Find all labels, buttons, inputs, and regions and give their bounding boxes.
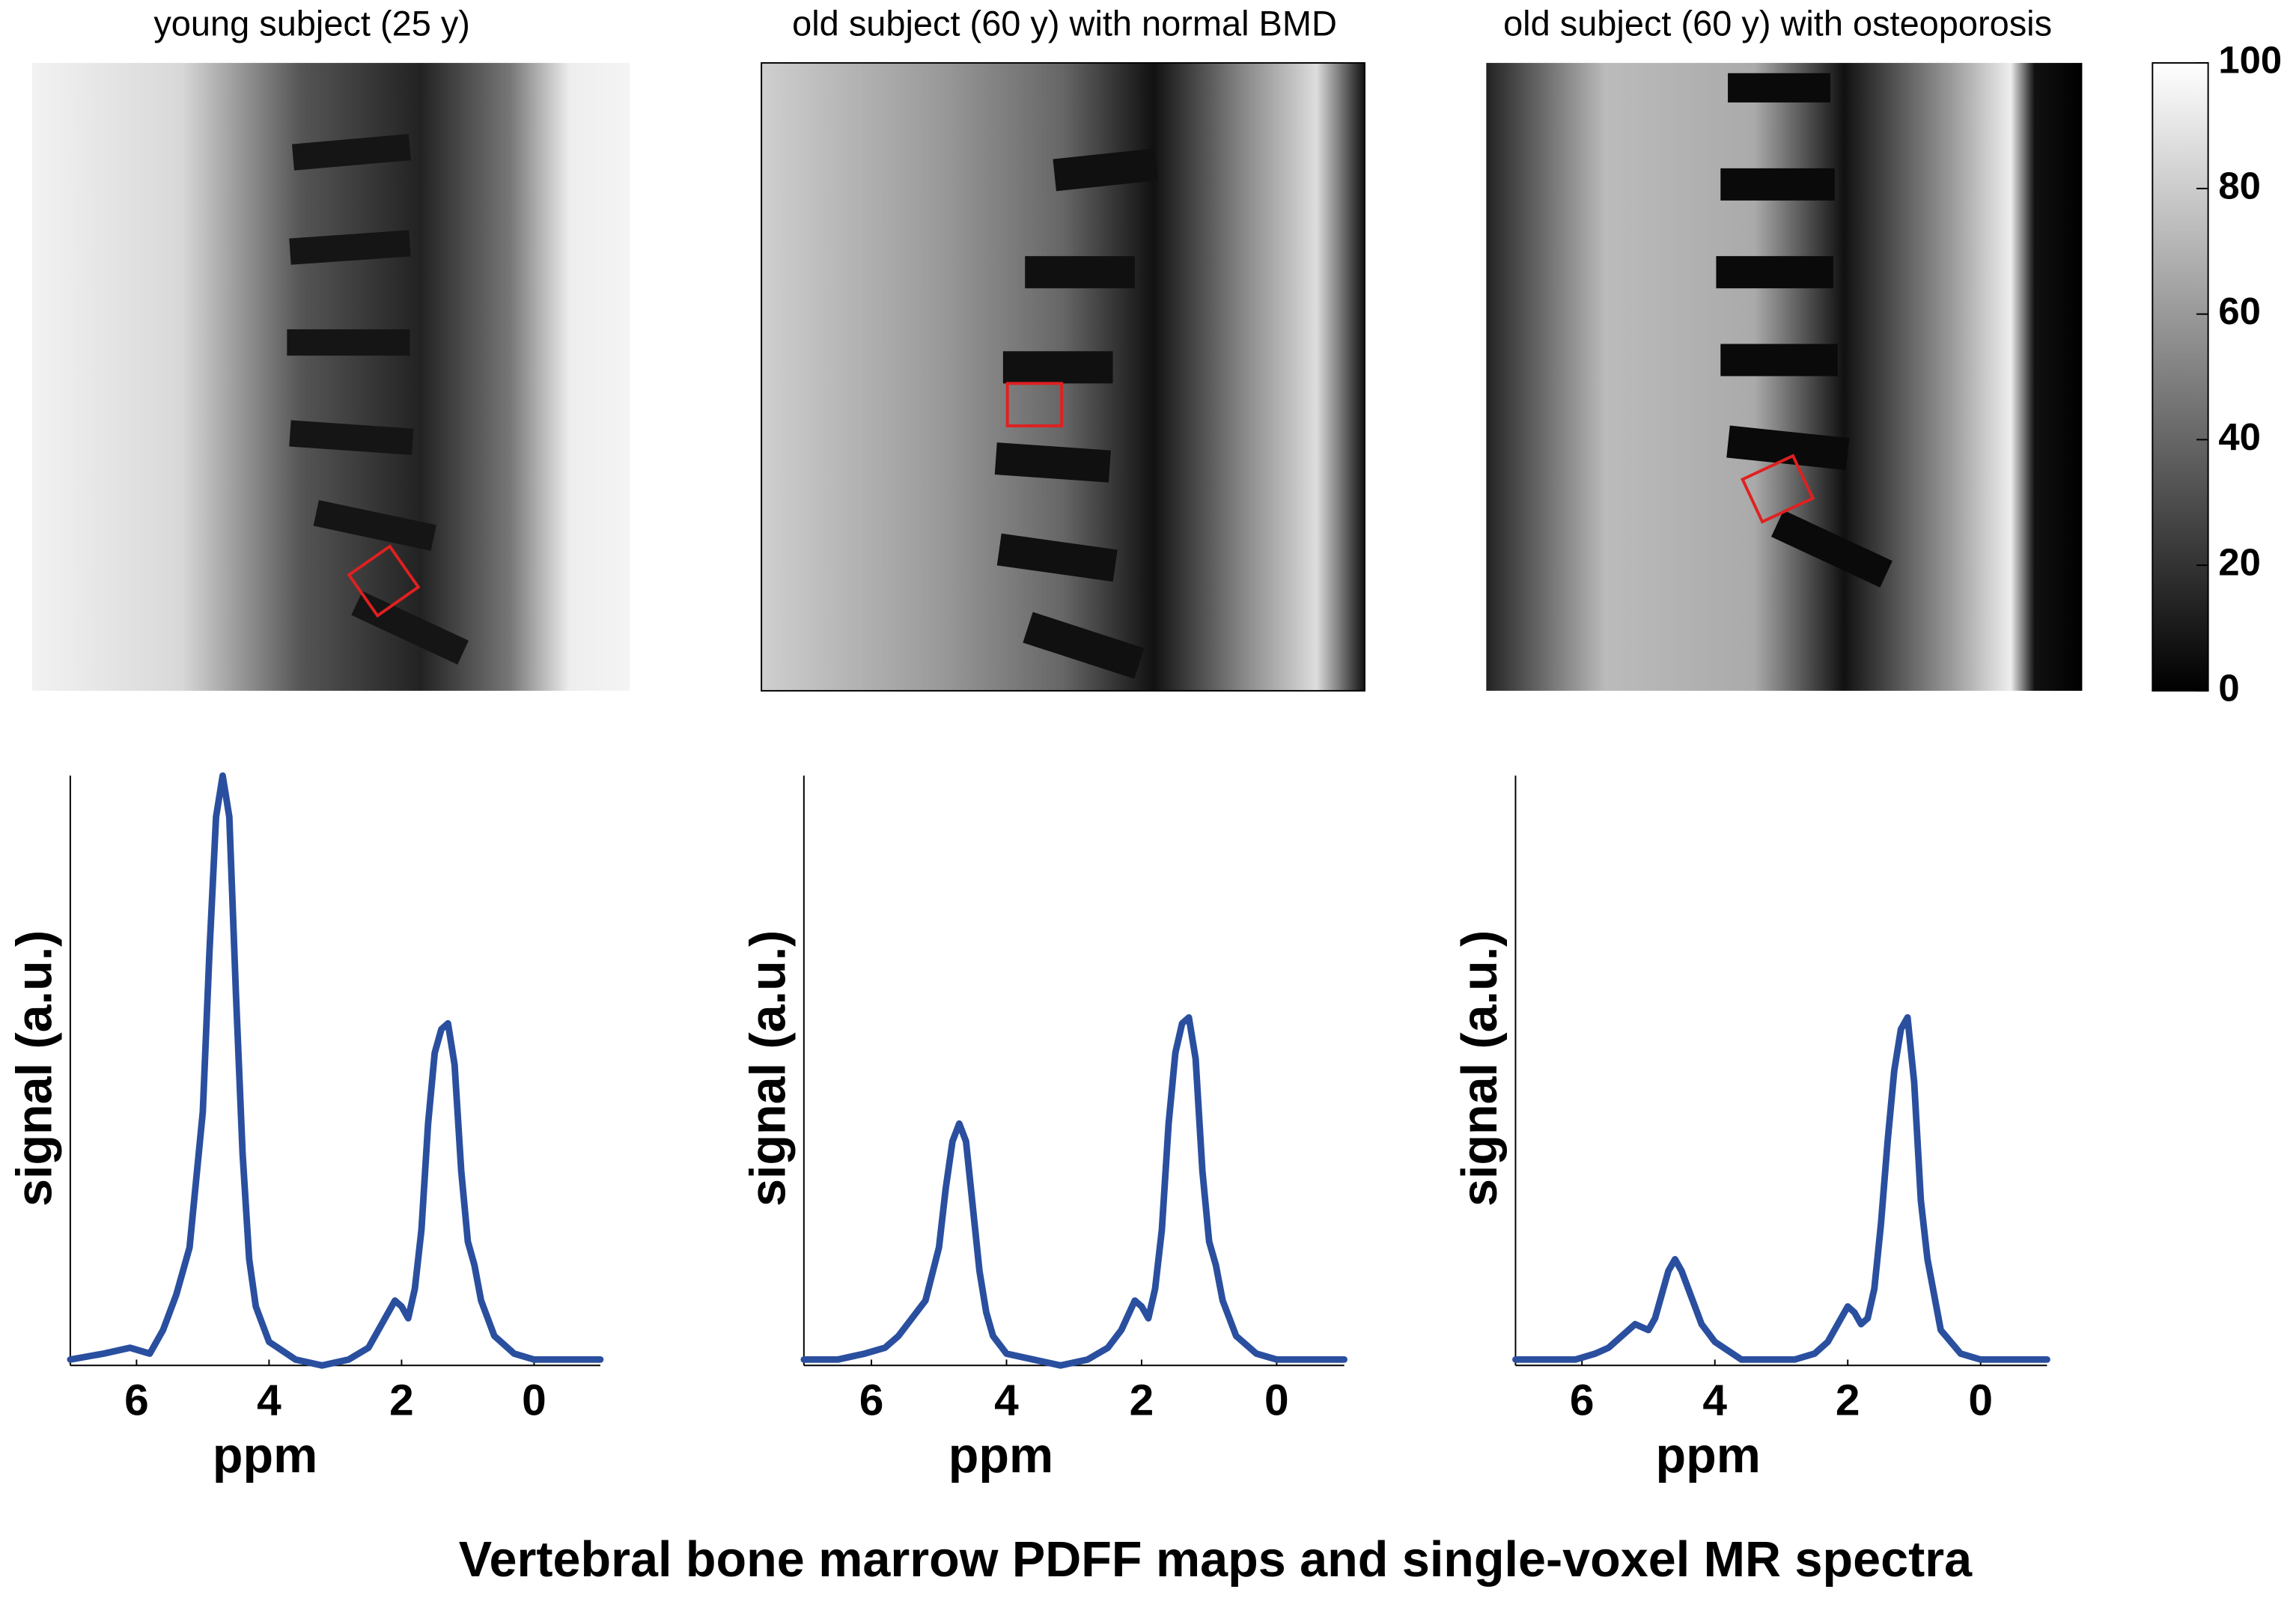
x-tick-label: 0 <box>1968 1376 1993 1425</box>
x-tick-label: 6 <box>124 1376 149 1425</box>
x-tick-label: 4 <box>257 1376 281 1425</box>
x-axis-label: ppm <box>1655 1428 1760 1483</box>
colorbar-tick-label: 60 <box>2218 290 2261 332</box>
x-tick-label: 4 <box>1702 1376 1727 1425</box>
y-axis-label: signal (a.u.) <box>740 930 796 1207</box>
x-tick-label: 2 <box>1130 1376 1154 1425</box>
colorbar-tick-label: 40 <box>2218 415 2261 458</box>
mri-image <box>761 62 1365 692</box>
mri-image <box>1486 63 2083 691</box>
panel-title: young subject (25 y) <box>153 4 470 43</box>
x-tick-label: 2 <box>389 1376 414 1425</box>
x-axis-label: ppm <box>213 1428 317 1483</box>
x-tick-label: 0 <box>522 1376 546 1425</box>
spectrum-line <box>1512 1013 2050 1363</box>
spectrum-line <box>67 772 604 1369</box>
x-axis-label: ppm <box>948 1428 1053 1483</box>
panel-title: old subject (60 y) with normal BMD <box>792 4 1337 43</box>
x-tick-label: 6 <box>859 1376 884 1425</box>
x-tick-label: 4 <box>994 1376 1019 1425</box>
colorbar-tick-label: 0 <box>2218 666 2239 709</box>
y-axis-label: signal (a.u.) <box>1452 930 1508 1207</box>
colorbar-tick-label: 100 <box>2218 39 2282 82</box>
colorbar <box>2152 62 2209 692</box>
colorbar-tick-label: 20 <box>2218 541 2261 584</box>
y-axis-label: signal (a.u.) <box>7 930 62 1207</box>
mri-image <box>32 63 630 691</box>
x-tick-label: 6 <box>1570 1376 1595 1425</box>
figure-title: Vertebral bone marrow PDFF maps and sing… <box>459 1532 1973 1588</box>
spectrum-line <box>800 1013 1348 1369</box>
x-tick-label: 2 <box>1836 1376 1860 1425</box>
colorbar-tick-label: 80 <box>2218 164 2261 207</box>
x-tick-label: 0 <box>1264 1376 1289 1425</box>
panel-title: old subject (60 y) with osteoporosis <box>1503 4 2052 43</box>
